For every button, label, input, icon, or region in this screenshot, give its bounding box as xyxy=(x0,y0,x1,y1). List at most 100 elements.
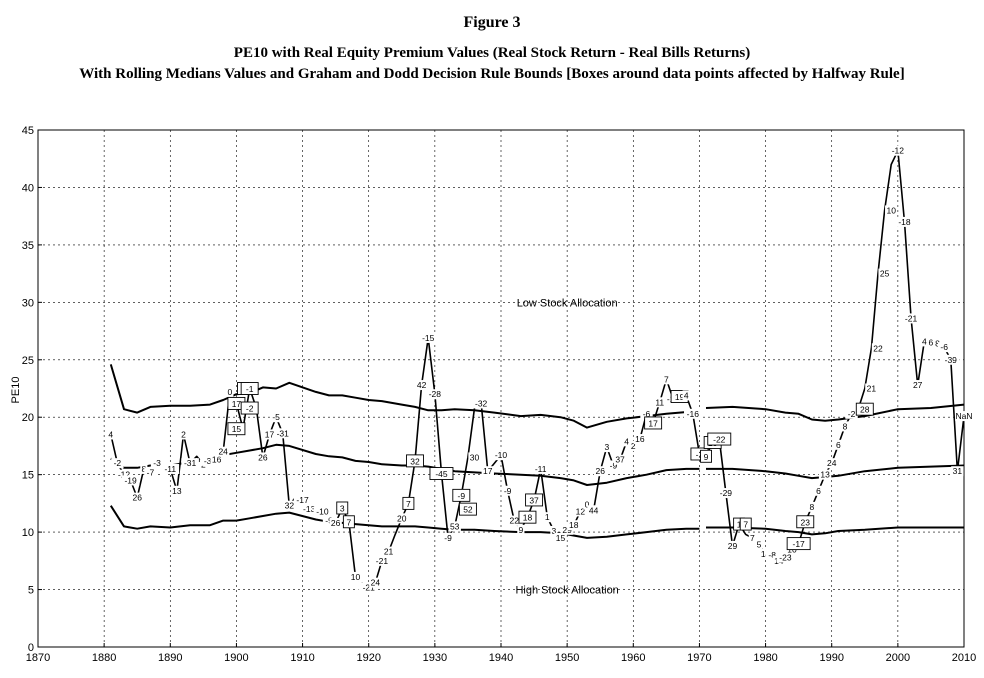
label-background xyxy=(210,454,223,465)
data-point-label: 6 xyxy=(816,486,821,496)
data-point-label: -18 xyxy=(898,217,911,227)
halfway-rule-box xyxy=(240,401,259,415)
series-line-lower-bound-3 xyxy=(706,526,964,536)
data-point-label: 0 xyxy=(227,387,232,397)
data-point-label: 15 xyxy=(556,533,566,543)
chart-subtitle: With Rolling Medians Values and Graham a… xyxy=(79,66,905,82)
series-line-pe10 xyxy=(110,149,965,589)
label-background xyxy=(825,458,838,469)
halfway-rule-box xyxy=(796,515,815,529)
data-point-label: -39 xyxy=(945,355,958,365)
annotations: Low Stock Allocation High Stock Allocatio… xyxy=(515,297,618,596)
label-background xyxy=(217,446,230,457)
label-background xyxy=(574,506,587,517)
label-background xyxy=(121,475,140,486)
label-background xyxy=(501,485,514,496)
label-background xyxy=(613,454,627,465)
data-point-label: 42 xyxy=(417,380,427,390)
label-background xyxy=(131,492,144,503)
label-background xyxy=(629,440,637,451)
label-background xyxy=(170,485,184,496)
data-point-label: 16 xyxy=(212,455,222,465)
data-point-label: 26 xyxy=(132,493,142,503)
label-background xyxy=(161,463,180,474)
label-background xyxy=(373,555,391,566)
data-point-label: 15 xyxy=(232,424,242,434)
label-background xyxy=(140,463,148,474)
data-point-label: 20 xyxy=(397,513,407,523)
label-background xyxy=(293,494,312,505)
label-background xyxy=(107,429,115,440)
halfway-rule-box xyxy=(240,382,259,395)
data-point-label: -2 xyxy=(696,449,704,459)
label-background xyxy=(543,512,551,523)
data-point-label: 5 xyxy=(757,540,762,550)
data-point-label: -28 xyxy=(429,389,442,399)
data-point-label: 37 xyxy=(529,495,539,505)
data-point-label: 21 xyxy=(867,384,877,394)
halfway-rule-box xyxy=(429,467,454,480)
data-point-label: 17 xyxy=(648,418,658,428)
data-point-label: 8 xyxy=(141,464,146,474)
data-point-label: -29 xyxy=(720,488,733,498)
label-background xyxy=(603,442,611,453)
label-background xyxy=(633,434,647,445)
data-point-label: 13 xyxy=(820,470,830,480)
data-point-label: 26 xyxy=(595,466,605,476)
data-point-label: 29 xyxy=(562,525,572,535)
data-point-label: 9 xyxy=(704,452,709,462)
data-point-label: -19 xyxy=(124,475,137,485)
label-background xyxy=(755,539,763,550)
label-background xyxy=(717,488,735,499)
data-point-label: -8 xyxy=(768,550,776,560)
label-background xyxy=(878,268,891,279)
data-point-label: 17 xyxy=(483,466,493,476)
label-background xyxy=(941,354,960,365)
data-point-label: 22 xyxy=(509,516,519,526)
data-point-label: -21 xyxy=(376,556,389,566)
data-point-label: -6 xyxy=(940,342,948,352)
label-background xyxy=(448,521,461,532)
label-background xyxy=(369,577,382,588)
label-background xyxy=(808,501,816,512)
data-point-label: -2 xyxy=(848,409,856,419)
data-point-label: -9 xyxy=(610,460,618,470)
data-point-label: 7 xyxy=(347,517,352,527)
data-point-label: 7 xyxy=(406,499,411,509)
data-point-label: 32 xyxy=(410,456,420,466)
data-point-label: -15 xyxy=(422,333,435,343)
label-background xyxy=(640,408,653,419)
x-tick-label: 2010 xyxy=(952,652,976,664)
data-point-label: 0 xyxy=(585,500,590,510)
data-point-label: 8 xyxy=(935,339,940,349)
label-background xyxy=(181,458,199,469)
data-point-label: 31 xyxy=(953,466,963,476)
data-point-label: -5 xyxy=(272,412,280,422)
label-background xyxy=(481,466,494,477)
label-background xyxy=(684,408,702,419)
label-background xyxy=(911,380,924,391)
data-point-label: 25 xyxy=(880,269,890,279)
data-point-label: 2 xyxy=(181,429,186,439)
series-line-upper-bound-2 xyxy=(705,403,965,422)
data-point-label: 8 xyxy=(843,421,848,431)
label-background xyxy=(889,145,907,156)
halfway-rule-box xyxy=(518,510,537,524)
label-background xyxy=(834,439,842,450)
halfway-rule-box xyxy=(707,432,732,446)
data-point-label: -3 xyxy=(153,458,161,468)
data-point-label: 32 xyxy=(285,501,295,511)
x-tick-label: 1900 xyxy=(224,652,248,664)
label-background xyxy=(263,429,276,440)
label-background xyxy=(531,463,550,474)
label-background xyxy=(920,336,928,347)
data-point-label: -1 xyxy=(246,384,254,394)
halfway-rule-box xyxy=(402,496,415,510)
label-background xyxy=(841,421,849,432)
data-point-label: 17 xyxy=(265,429,275,439)
data-point-label: 53 xyxy=(450,521,460,531)
axes: 1870 1880 1890 1900 1910 1920 1930 1940 1950 1960… xyxy=(22,125,976,664)
x-tick-label: 1870 xyxy=(26,652,50,664)
y-tick-label: 40 xyxy=(22,182,34,194)
label-background xyxy=(818,469,832,480)
